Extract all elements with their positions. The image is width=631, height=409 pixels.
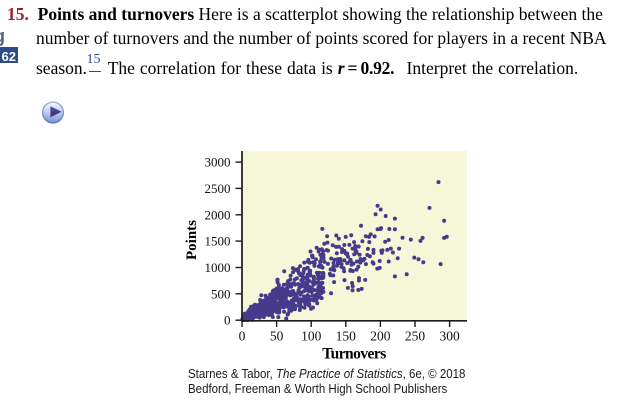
svg-text:Points: Points <box>184 220 200 260</box>
svg-text:2500: 2500 <box>205 181 231 196</box>
svg-text:200: 200 <box>370 329 391 344</box>
svg-text:50: 50 <box>270 329 284 344</box>
svg-text:1500: 1500 <box>205 234 231 249</box>
svg-text:3000: 3000 <box>205 155 231 170</box>
svg-text:0: 0 <box>239 329 246 344</box>
svg-text:150: 150 <box>336 329 357 344</box>
svg-text:100: 100 <box>301 329 322 344</box>
svg-text:1000: 1000 <box>205 260 231 275</box>
svg-text:0: 0 <box>224 313 231 328</box>
svg-text:500: 500 <box>211 286 231 301</box>
svg-text:Turnovers: Turnovers <box>322 345 386 362</box>
svg-text:250: 250 <box>405 329 426 344</box>
svg-text:300: 300 <box>439 329 460 344</box>
svg-text:2000: 2000 <box>205 207 231 222</box>
